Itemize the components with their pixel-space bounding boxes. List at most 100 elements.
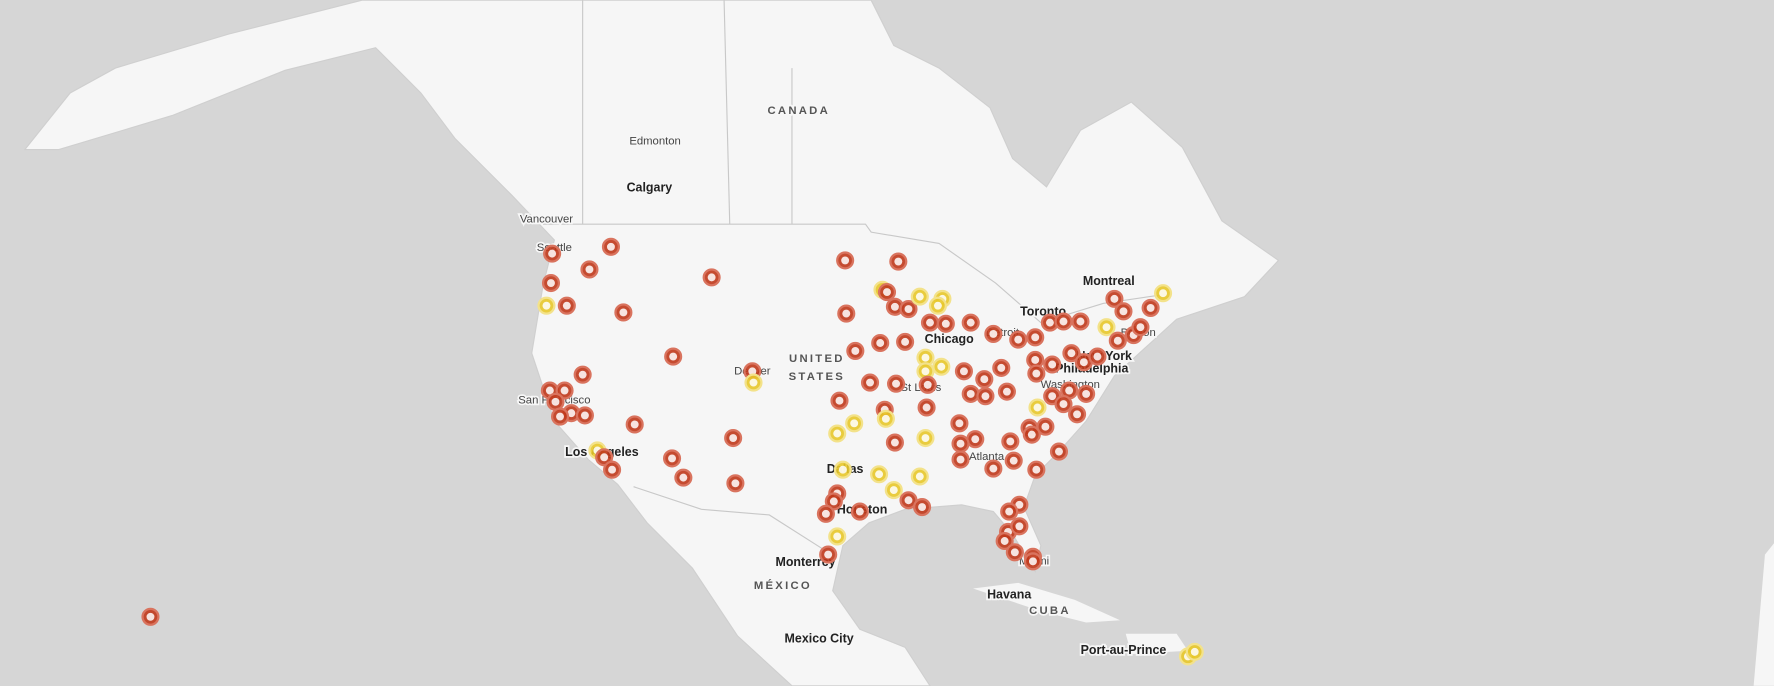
marker-icon: [748, 367, 757, 376]
marker-icon: [585, 265, 594, 274]
marker-icon: [1146, 303, 1155, 312]
marker-icon: [1028, 557, 1037, 566]
marker-icon: [580, 411, 589, 420]
marker-icon: [1045, 318, 1054, 327]
marker-icon: [1048, 360, 1057, 369]
marker-icon: [547, 279, 555, 287]
marker-icon: [669, 352, 678, 361]
marker-icon: [1041, 422, 1050, 431]
marker-icon: [1076, 317, 1085, 326]
place-label: Chicago: [925, 332, 974, 346]
marker-icon: [876, 339, 885, 347]
marker-icon: [892, 379, 901, 388]
marker-icon: [1015, 500, 1024, 509]
marker-icon: [1005, 507, 1014, 516]
marker-icon: [1102, 323, 1111, 332]
marker-icon: [1015, 522, 1024, 531]
marker-icon: [1079, 358, 1088, 367]
marker-icon: [545, 386, 554, 395]
place-label: STATES: [789, 371, 845, 383]
marker-icon: [829, 497, 838, 506]
marker-icon: [1073, 410, 1082, 419]
border: [543, 223, 1166, 324]
hispaniola: [1125, 633, 1188, 655]
marker-icon: [980, 375, 989, 384]
marker-icon: [851, 346, 860, 355]
marker-icon: [679, 473, 688, 482]
marker-icon: [921, 353, 930, 362]
place-label: CUBA: [1029, 605, 1071, 617]
marker-icon: [937, 362, 946, 371]
marker-icon: [562, 301, 571, 310]
place-label: Port-au-Prince: [1081, 643, 1167, 657]
marker-icon: [578, 370, 587, 379]
marker-icon: [606, 242, 615, 251]
marker-icon: [560, 386, 569, 395]
place-label: Montreal: [1083, 274, 1135, 288]
marker-icon: [981, 392, 990, 401]
marker-icon: [1110, 294, 1119, 303]
marker-icon: [959, 367, 968, 376]
marker-icon: [833, 429, 842, 438]
marker-icon: [1159, 289, 1168, 298]
marker-icon: [941, 319, 950, 328]
marker-icon: [1009, 456, 1018, 465]
place-label: MÉXICO: [754, 579, 812, 592]
marker-icon: [833, 532, 842, 541]
marker-icon: [1014, 335, 1023, 344]
marker-icon: [989, 329, 998, 338]
marker-icon: [956, 455, 965, 464]
border: [633, 486, 832, 556]
marker-icon: [542, 301, 551, 310]
place-label: Edmonton: [629, 136, 681, 148]
marker-icon: [600, 453, 609, 462]
marker-icon: [915, 292, 924, 301]
borders: [543, 0, 1166, 556]
marker-icon: [894, 257, 903, 266]
place-label: Vancouver: [520, 214, 573, 226]
marker-icon: [821, 509, 830, 518]
marker-icon: [915, 472, 924, 481]
marker-icon: [1055, 447, 1063, 456]
place-label: CANADA: [767, 105, 830, 117]
border: [582, 0, 793, 225]
marker-icon: [1032, 465, 1041, 474]
marker-icon: [630, 420, 639, 429]
marker-icon: [855, 507, 864, 516]
marker-icon: [875, 470, 884, 479]
land: [23, 0, 1280, 686]
marker-icon: [926, 318, 934, 327]
marker-icon: [1065, 386, 1074, 395]
marker-icon: [824, 550, 833, 559]
place-label: Mexico City: [785, 632, 854, 646]
place-label: Calgary: [627, 180, 673, 194]
marker-icon: [1190, 647, 1199, 656]
marker-icon: [146, 612, 155, 621]
marker-icon: [1033, 403, 1042, 412]
marker-icon: [707, 273, 716, 282]
marker-icon: [883, 288, 891, 297]
marker-icon: [889, 486, 898, 495]
marker-icon: [842, 309, 851, 318]
marker-icon: [1006, 437, 1015, 446]
place-label: Atlanta: [969, 451, 1005, 463]
marker-icon: [556, 412, 564, 421]
place-label: Philadelphia: [1055, 361, 1128, 375]
marker-icon: [966, 389, 975, 398]
marker-icon: [1027, 430, 1036, 439]
marker-icon: [956, 439, 965, 448]
marker-icon: [971, 435, 980, 444]
marker-icon: [1000, 537, 1009, 545]
marker-icon: [922, 403, 931, 412]
marker-icon: [1136, 323, 1145, 332]
marker-icon: [921, 434, 930, 442]
marker-icon: [904, 305, 913, 314]
marker-icon: [835, 396, 844, 405]
marker-icon: [1002, 387, 1011, 396]
marker-icon: [1010, 548, 1019, 557]
marker-icon: [838, 465, 847, 474]
marker-icon: [1032, 369, 1041, 378]
marker-icon: [989, 464, 998, 473]
marker-icon: [881, 414, 890, 423]
marker-icon: [1067, 349, 1076, 358]
